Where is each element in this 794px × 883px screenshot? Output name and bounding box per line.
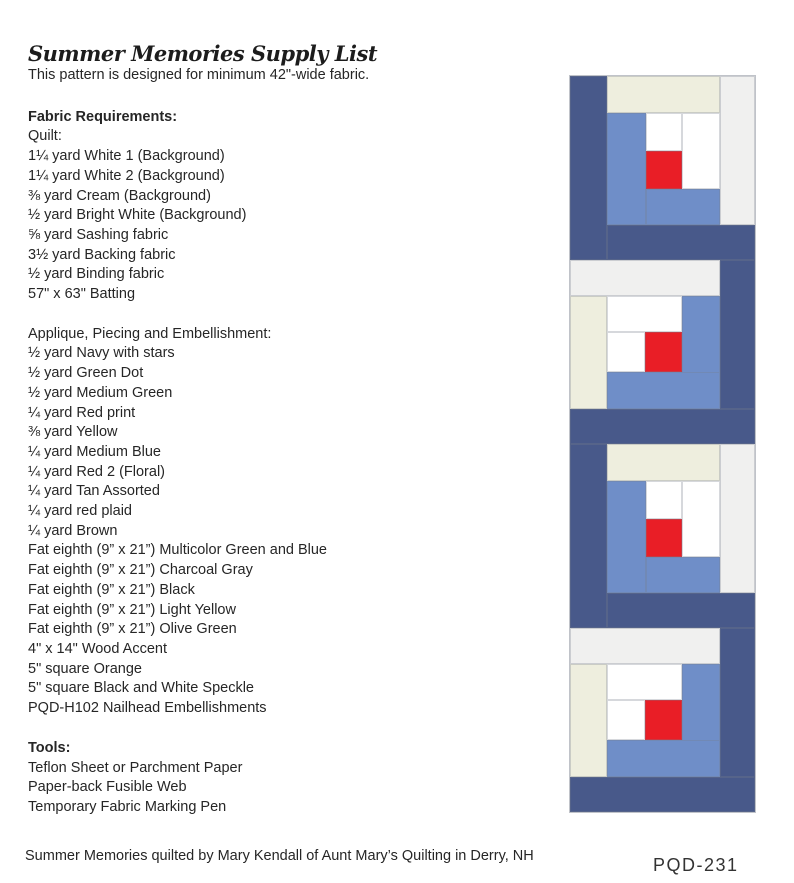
quilt-patch-navy: [607, 225, 755, 260]
supply-item: ⅜ yard Yellow: [28, 424, 118, 441]
supply-item: Teflon Sheet or Parchment Paper: [28, 759, 243, 776]
quilt-patch-cream: [607, 444, 720, 481]
supply-item: Quilt:: [28, 128, 62, 145]
applique-piecing-list: ½ yard Navy with stars ½ yard Green Dot ½ …: [28, 344, 548, 718]
quilt-patch-cornflower: [682, 664, 720, 741]
supply-item: Fat eighth (9” x 21”) Olive Green: [28, 621, 237, 638]
quilt-patch-cornflower: [607, 481, 646, 593]
supply-item: Temporary Fabric Marking Pen: [28, 798, 227, 815]
quilt-patch-navy: [607, 593, 755, 628]
page-subtitle: This pattern is designed for minimum 42"…: [28, 67, 370, 83]
quilt-patch-cream: [570, 296, 608, 409]
quilt-patch-white: [682, 113, 720, 189]
section-tools: Tools: Teflon Sheet or Parchment Paper Pa…: [28, 739, 548, 818]
supply-item: 5" square Orange: [28, 660, 142, 677]
log-cabin-block-b: [570, 260, 755, 444]
quilt-patch-white: [607, 664, 683, 700]
supply-item: ⅝ yard Sashing fabric: [28, 226, 169, 243]
footer-credit: Summer Memories quilted by Mary Kendall …: [25, 848, 534, 864]
quilt-patch-gray: [719, 76, 755, 225]
quilt-patch-navy: [719, 260, 755, 409]
supply-item: ½ yard Bright White (Background): [28, 207, 247, 224]
section-applique-piecing: Applique, Piecing and Embellishment: ½ y…: [28, 325, 548, 719]
section-heading: Fabric Requirements:: [28, 108, 178, 125]
quilt-patch-cornflower: [682, 296, 720, 373]
quilt-patch-navy: [570, 409, 755, 444]
quilt-patch-gray: [570, 628, 720, 664]
section-fabric-requirements: Fabric Requirements: Quilt: 1¼ yard White…: [28, 108, 548, 305]
log-cabin-block-a: [570, 76, 755, 260]
supply-item: ½ yard Binding fabric: [28, 266, 165, 283]
supply-item: 5" square Black and White Speckle: [28, 680, 254, 697]
supply-item: Fat eighth (9” x 21”) Charcoal Gray: [28, 562, 253, 579]
quilt-patch-cornflower: [607, 372, 720, 409]
quilt-patch-white: [645, 113, 683, 151]
supply-item: 1¼ yard White 1 (Background): [28, 148, 225, 165]
quilt-patch-white: [607, 296, 683, 332]
supply-item: ¼ yard Medium Blue: [28, 443, 161, 460]
quilt-patch-white: [645, 481, 683, 519]
quilt-patch-navy: [719, 628, 755, 777]
supply-item: 3½ yard Backing fabric: [28, 246, 176, 263]
supply-item: ⅜ yard Cream (Background): [28, 187, 211, 204]
supply-item: ¼ yard red plaid: [28, 503, 132, 520]
supply-item: 57" x 63" Batting: [28, 286, 136, 303]
quilt-patch-navy: [570, 444, 608, 628]
quilt-preview-image: [569, 75, 756, 813]
supply-item: ¼ yard Red 2 (Floral): [28, 463, 165, 480]
tools-list: Teflon Sheet or Parchment Paper Paper-bac…: [28, 759, 548, 818]
quilt-patch-cornflower: [645, 189, 720, 225]
quilt-patch-red: [645, 150, 683, 189]
supply-item: ½ yard Green Dot: [28, 365, 144, 382]
supply-item: Fat eighth (9” x 21”) Light Yellow: [28, 601, 236, 618]
supply-item: PQD-H102 Nailhead Embellishments: [28, 700, 267, 717]
supply-item: ½ yard Medium Green: [28, 384, 173, 401]
quilt-patch-cornflower: [607, 113, 646, 225]
log-cabin-block-a: [570, 444, 755, 628]
quilt-patch-cream: [607, 76, 720, 113]
quilt-patch-navy: [570, 777, 755, 812]
quilt-patch-cornflower: [607, 740, 720, 777]
supply-item: Fat eighth (9” x 21”) Black: [28, 581, 195, 598]
quilt-patch-white: [607, 332, 645, 372]
quilt-patch-red: [644, 332, 683, 372]
section-heading: Tools:: [28, 739, 71, 756]
supply-item: 1¼ yard White 2 (Background): [28, 167, 225, 184]
section-heading: Applique, Piecing and Embellishment:: [28, 325, 272, 342]
quilt-patch-cream: [570, 664, 608, 777]
page-title: Summer Memories Supply List: [28, 41, 378, 66]
quilt-patch-cornflower: [645, 557, 720, 593]
supply-item: Fat eighth (9” x 21”) Multicolor Green a…: [28, 542, 327, 559]
quilt-patch-red: [644, 700, 683, 740]
supply-item: Paper-back Fusible Web: [28, 779, 187, 796]
supply-item: ¼ yard Brown: [28, 522, 118, 539]
supply-item: ½ yard Navy with stars: [28, 345, 175, 362]
quilt-patch-white: [682, 481, 720, 557]
quilt-patch-gray: [719, 444, 755, 593]
fabric-requirements-list: Quilt: 1¼ yard White 1 (Background) 1¼ yar…: [28, 127, 548, 304]
quilt-patch-white: [607, 700, 645, 740]
quilt-patch-navy: [570, 76, 608, 260]
supply-item: 4" x 14" Wood Accent: [28, 640, 167, 657]
supply-list-content: Summer Memories Supply List This pattern…: [28, 42, 548, 818]
supply-item: ¼ yard Red print: [28, 404, 136, 421]
quilt-patch-gray: [570, 260, 720, 296]
pattern-code: PQD-231: [653, 855, 739, 875]
quilt-patch-red: [645, 518, 683, 557]
supply-item: ¼ yard Tan Assorted: [28, 483, 160, 500]
log-cabin-block-b: [570, 628, 755, 812]
